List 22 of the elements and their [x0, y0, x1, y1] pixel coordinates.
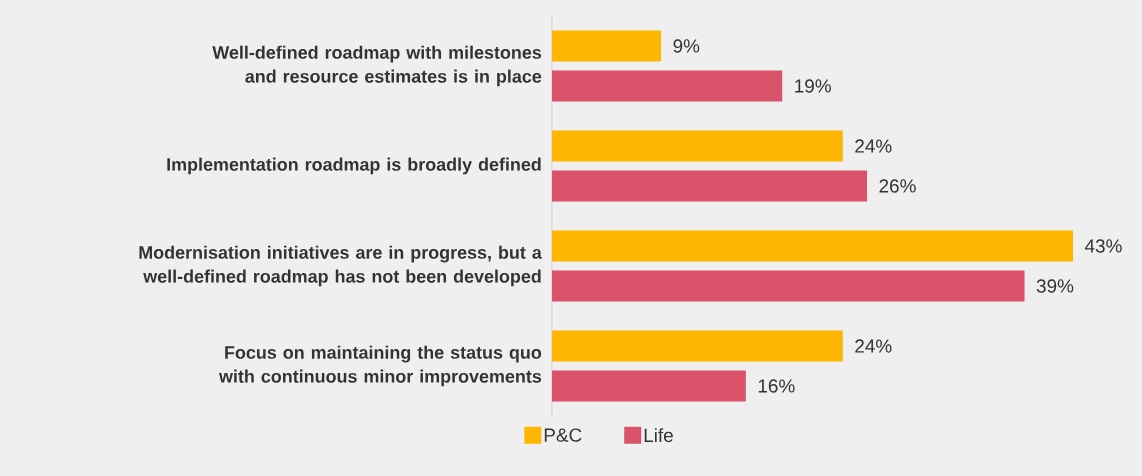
bar	[552, 70, 783, 102]
data-label: 26%	[879, 179, 916, 193]
data-label: 16%	[758, 379, 795, 393]
bar	[552, 270, 1025, 302]
legend-label: P&C	[544, 428, 582, 442]
bar	[552, 330, 843, 362]
data-label: 9%	[673, 39, 700, 53]
y-tick-label: Implementation roadmap is broadly defined	[167, 157, 541, 175]
y-tick-label: Focus on maintaining the status quo with continuous minor improvements	[218, 345, 542, 387]
bar	[552, 170, 868, 202]
data-label: 24%	[855, 139, 892, 153]
y-tick-label: Well-defined roadmap with milestones and resource estimates is in place	[212, 45, 542, 87]
bar	[552, 30, 662, 62]
bar	[552, 370, 746, 402]
y-tick-label: Modernisation initiatives are in progress, but a well-defined roadmap has not been developed	[139, 245, 542, 287]
data-label: 24%	[855, 339, 892, 353]
bar	[552, 230, 1074, 262]
legend-label: Life	[644, 428, 673, 443]
data-label: 43%	[1084, 239, 1122, 253]
bar	[552, 130, 843, 162]
data-label: 39%	[1036, 279, 1074, 293]
data-label: 19%	[795, 79, 831, 93]
